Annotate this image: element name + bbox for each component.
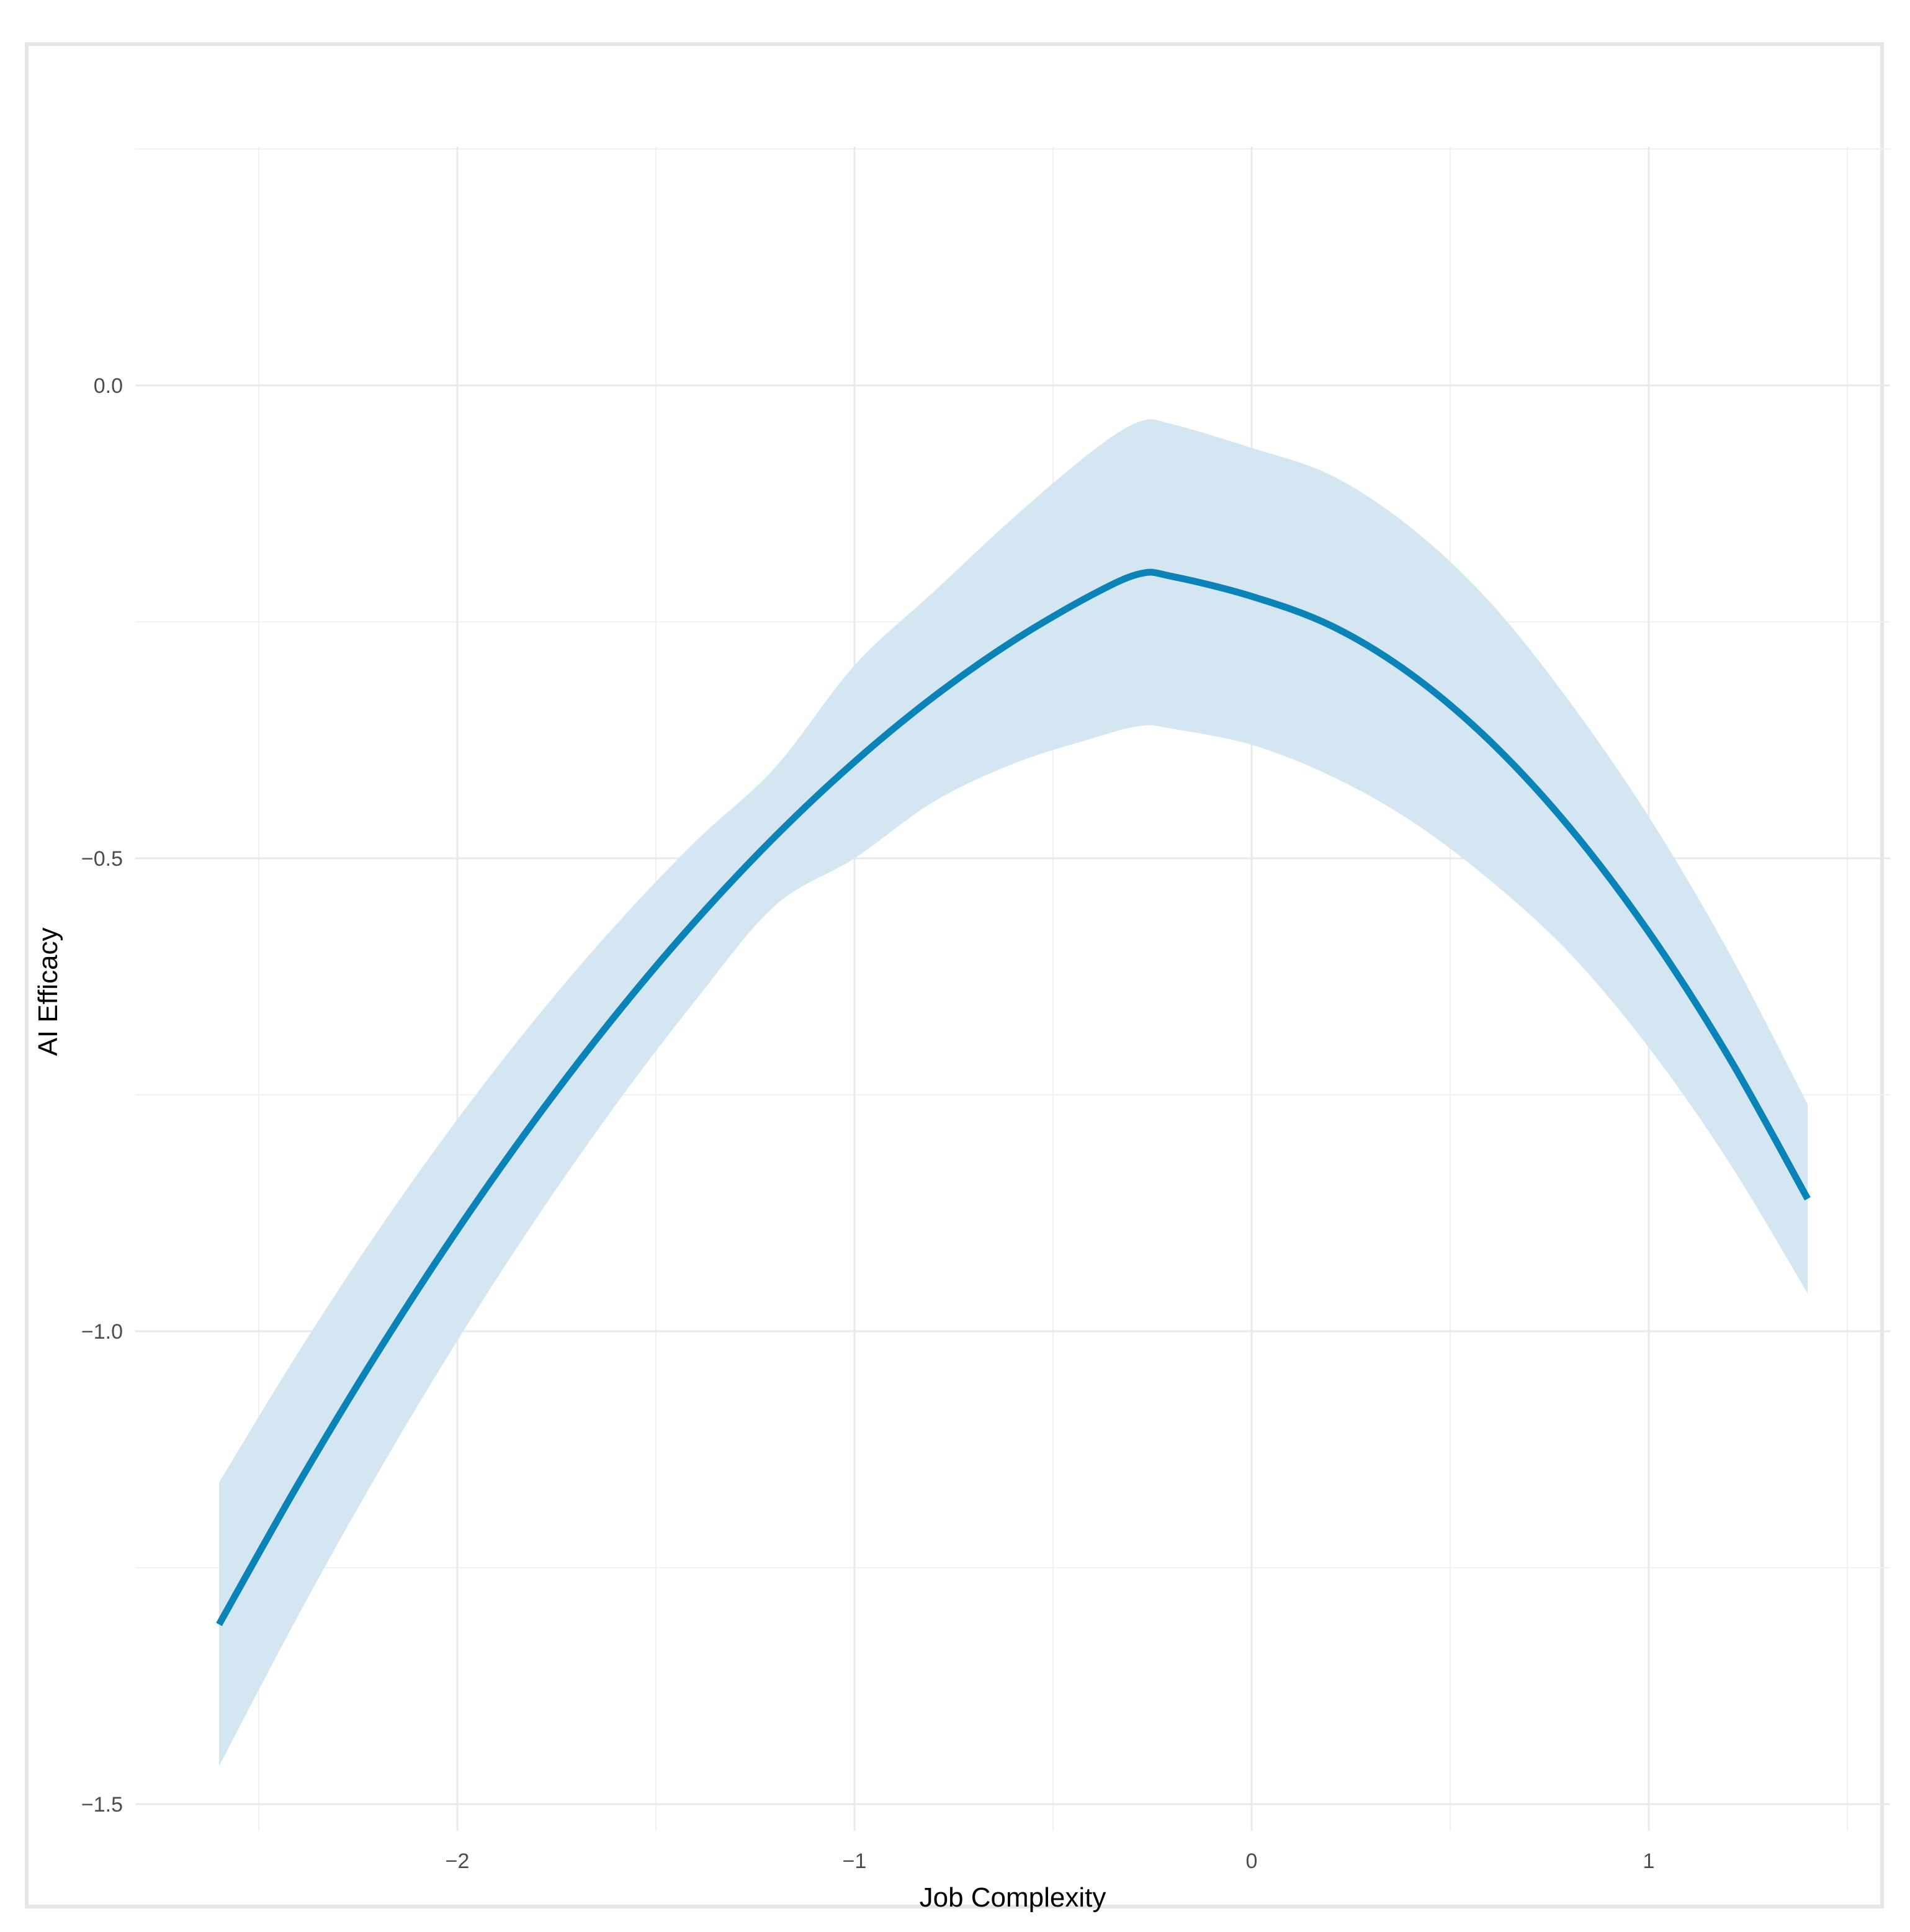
y-tick-label: −1.5 — [81, 1793, 123, 1817]
x-tick-label: 1 — [1643, 1849, 1655, 1873]
y-tick-label: 0.0 — [94, 374, 123, 398]
y-tick-labels: 0.0 −0.5 −1.0 −1.5 — [81, 374, 123, 1817]
x-tick-label: 0 — [1246, 1849, 1258, 1873]
x-axis-title: Job Complexity — [920, 1882, 1106, 1913]
fitted-line — [216, 568, 1811, 1627]
x-tick-labels: −2 −1 0 1 — [446, 1849, 1655, 1873]
y-tick-label: −0.5 — [81, 847, 123, 871]
grid-major — [135, 146, 1890, 1831]
confidence-band — [219, 419, 1808, 1767]
y-tick-label: −1.0 — [81, 1320, 123, 1344]
x-tick-label: −2 — [446, 1849, 470, 1873]
chart-frame — [25, 42, 1884, 1908]
y-axis-title: AI Efficacy — [33, 927, 63, 1056]
x-tick-label: −1 — [843, 1849, 867, 1873]
